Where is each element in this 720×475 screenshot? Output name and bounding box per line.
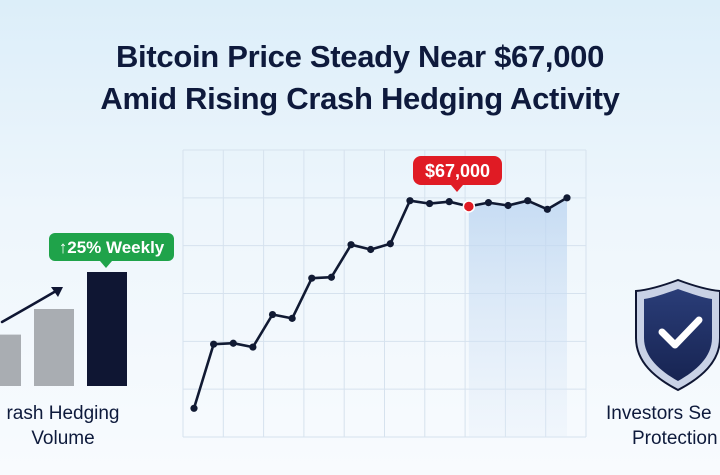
price-point [386, 240, 394, 248]
price-point [268, 310, 277, 319]
headline-line-1: Bitcoin Price Steady Near $67,000 [115, 39, 605, 74]
shield-check-icon [635, 278, 720, 392]
price-point [210, 340, 218, 348]
price-point [190, 404, 198, 412]
price-point [524, 197, 532, 205]
hedging-volume-label-line-1: rash Hedging [6, 403, 120, 424]
price-point [229, 339, 237, 347]
price-point [445, 198, 453, 206]
price-callout-label: $67,000 [425, 161, 490, 181]
hedging-bar [87, 272, 127, 386]
price-point [308, 274, 316, 282]
price-point [425, 199, 434, 208]
price-point [288, 314, 296, 322]
price-point-highlight [462, 200, 476, 213]
price-point [367, 245, 375, 254]
investors-label-line-1: Investors Se [606, 403, 712, 424]
price-point [406, 197, 414, 205]
price-area-fill [468, 197, 567, 437]
price-point [347, 241, 355, 249]
price-point [563, 194, 571, 202]
trend-arrow-icon [0, 287, 63, 324]
hedging-bar [34, 309, 74, 386]
weekly-change-label: ↑25% Weekly [59, 238, 165, 257]
price-point [484, 199, 493, 207]
weekly-change-badge: ↑25% Weekly [49, 233, 174, 268]
price-point [327, 273, 336, 281]
price-callout: $67,000 [413, 156, 502, 192]
price-point [249, 343, 257, 351]
investors-label-line-2: Protection [632, 428, 718, 449]
hedging-volume-bars [0, 272, 127, 386]
hedging-bar [0, 334, 21, 386]
headline-line-2: Amid Rising Crash Hedging Activity [100, 81, 620, 116]
price-points [190, 194, 571, 412]
price-point [543, 205, 551, 213]
price-point [504, 201, 512, 210]
hedging-volume-label-line-2: Volume [31, 428, 95, 449]
